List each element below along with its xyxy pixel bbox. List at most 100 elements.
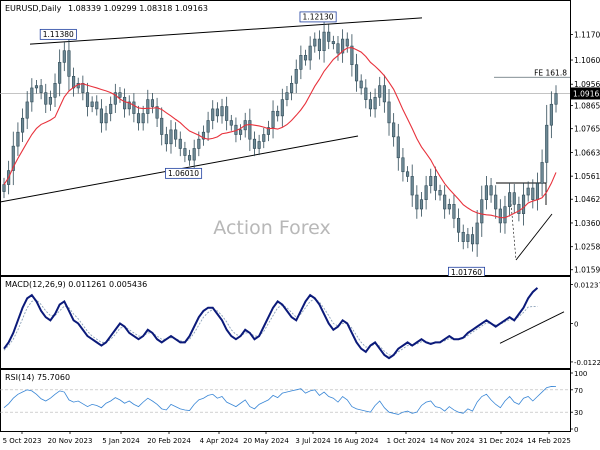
x-tick-label: 3 Jul 2024	[295, 437, 331, 445]
candle-body	[118, 92, 122, 98]
candle-body	[48, 96, 52, 105]
candle-body	[280, 99, 284, 117]
current-price-label: 1.09163	[573, 89, 600, 98]
candle-body	[16, 131, 20, 147]
candle-body	[494, 194, 498, 210]
x-tick-label: 20 Feb 2024	[147, 437, 191, 445]
y-tick-label: 1.01590	[574, 266, 600, 275]
candle-body	[313, 38, 317, 47]
annotation-box	[299, 11, 337, 23]
watermark-text: Action Forex	[213, 217, 330, 239]
x-tick-label: 1 Oct 2024	[387, 437, 426, 445]
candle-body	[146, 99, 150, 114]
candle-body	[44, 92, 48, 105]
rsi-y-axis-ticks: 100 70 30 0	[570, 370, 587, 434]
ohlc-readout: 1.08339 1.09299 1.08318 1.09163	[68, 4, 208, 13]
candle-body	[81, 83, 85, 93]
candle-body	[34, 85, 39, 89]
x-tick-label: 4 Apr 2024	[200, 437, 239, 445]
candle-body	[271, 110, 275, 128]
candle-body	[220, 106, 224, 117]
main-panel-frame	[0, 0, 571, 276]
candle-body	[308, 45, 312, 61]
candle-body	[378, 85, 382, 98]
candle-body	[239, 129, 243, 135]
candle-body	[164, 134, 168, 145]
candle-body	[452, 204, 456, 219]
x-tick-label: 5 Oct 2023	[3, 437, 42, 445]
rsi-series-line	[3, 386, 557, 415]
candle-body	[197, 138, 201, 149]
candle-body	[99, 108, 103, 124]
candle-body	[58, 62, 62, 84]
candle-body	[174, 129, 178, 140]
candle-body	[25, 101, 29, 119]
wedge-leg	[509, 191, 517, 261]
rsi-tick-label: 70	[574, 387, 583, 395]
range-box	[496, 182, 547, 205]
signal-line	[3, 298, 538, 356]
candle-body	[229, 120, 233, 126]
rsi-tick-label: 100	[574, 370, 587, 378]
candle-body	[345, 38, 349, 47]
candle-body	[405, 171, 410, 177]
candle-body	[183, 148, 187, 156]
candle-body	[160, 117, 164, 135]
macd-tick-label: 0	[574, 320, 578, 328]
candle-body	[211, 108, 215, 121]
candle-body	[317, 38, 321, 52]
candle-body	[262, 134, 266, 142]
candle-body	[341, 38, 345, 54]
candle-body	[192, 148, 196, 161]
main-price-panel: Action Forex 1.11380 1.12130 1.06010 1.0176…	[0, 0, 600, 278]
candle-body	[364, 87, 368, 100]
candle-body	[373, 96, 377, 110]
candle-body	[457, 218, 461, 233]
macd-line	[3, 287, 539, 360]
candle-body	[359, 80, 363, 89]
rsi-tick-label: 30	[574, 409, 583, 417]
candle-body	[531, 187, 535, 200]
candle-body	[484, 185, 488, 200]
fe-label: FE 161.8	[534, 68, 567, 77]
annotation-label: 1.12130	[303, 12, 334, 21]
candle-body	[290, 83, 294, 93]
upper-channel-line	[29, 17, 423, 45]
candle-body	[429, 176, 433, 187]
candle-body	[331, 41, 335, 45]
x-tick-label: 20 Nov 2023	[48, 437, 93, 445]
x-tick-label: 20 May 2024	[243, 437, 289, 445]
candle-body	[169, 129, 173, 145]
rsi-panel-frame	[0, 369, 571, 432]
rsi-levels	[0, 389, 570, 413]
main-y-axis-ticks: 1.11700 1.10600 1.09560 1.08650 1.07650 1.066…	[570, 30, 600, 275]
candle-body	[438, 190, 442, 196]
candle-body	[113, 92, 117, 105]
candle-body	[350, 45, 354, 65]
candle-body	[336, 43, 340, 54]
candle-body	[85, 92, 90, 107]
macd-lines	[3, 287, 539, 360]
candle-body	[545, 124, 549, 163]
candle-body	[498, 208, 502, 224]
y-tick-label: 1.05610	[574, 172, 600, 181]
macd-y-axis-ticks: 0.012379 0 -0.012204	[570, 281, 600, 367]
y-tick-label: 1.09560	[574, 80, 600, 89]
candlesticks	[2, 20, 558, 257]
y-tick-label: 1.10600	[574, 56, 600, 65]
annotation-label: 1.06010	[168, 169, 199, 178]
price-annotations: 1.11380 1.12130 1.06010 1.01760 FE 161.8	[39, 11, 567, 278]
candle-body	[257, 141, 261, 149]
candle-body	[123, 96, 127, 110]
chart-title: EURUSD,Daily	[5, 4, 62, 13]
candle-body	[141, 113, 145, 124]
candle-body	[104, 113, 108, 124]
candle-body	[206, 120, 210, 133]
candle-body	[90, 101, 94, 107]
candle-body	[419, 199, 424, 210]
annotation-box	[39, 28, 77, 40]
candle-body	[475, 222, 479, 245]
candle-body	[266, 127, 270, 135]
candle-body	[299, 55, 303, 70]
moving-average-line	[3, 47, 557, 219]
